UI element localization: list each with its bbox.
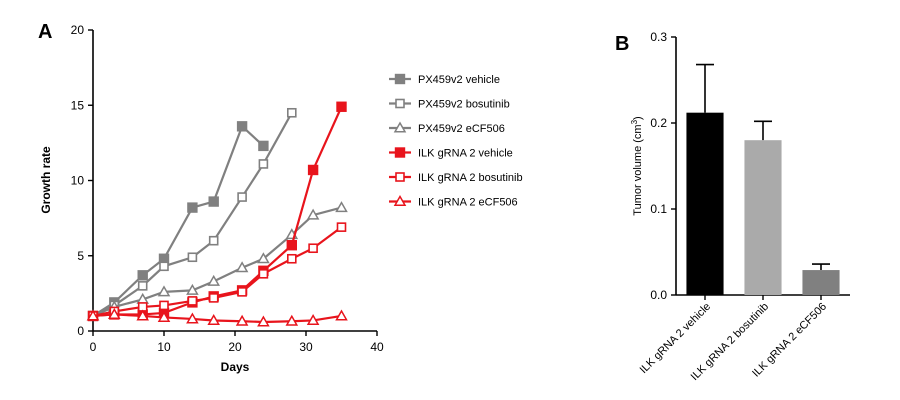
a-legend-item-6: ILK gRNA 2 eCF506: [389, 194, 518, 209]
panel-letter-a: A: [38, 21, 52, 43]
b-y-title: Tumor volume (cm3): [630, 116, 644, 215]
b-bar-group-2: [744, 120, 782, 295]
a-data-point: [258, 140, 269, 152]
a-data-point: [237, 192, 247, 202]
a-data-point: [208, 196, 219, 207]
b-y-tick-label: 0.1: [650, 202, 667, 216]
a-legend-marker: [393, 194, 407, 206]
a-legend-item-5: ILK gRNA 2 bosutinib: [389, 172, 523, 184]
a-data-point: [187, 252, 198, 263]
a-data-point: [157, 310, 171, 322]
a-data-point: [286, 253, 297, 264]
a-data-point: [108, 307, 121, 319]
b-y-title-main: Tumor volume (cm: [632, 124, 644, 215]
a-data-point: [235, 261, 249, 273]
panel-letter-b: B: [615, 33, 629, 55]
a-data-point: [236, 121, 248, 132]
a-data-point: [237, 287, 247, 297]
a-data-point: [137, 281, 148, 291]
a-legend-item-3: PX459v2 eCF506: [389, 121, 505, 135]
a-x-tick-label: 0: [90, 340, 97, 354]
a-y-tick-label: 5: [77, 249, 84, 263]
b-bar: [744, 140, 782, 295]
chart-a: 0 10 20 30 40 0 5 10 15 20 Days Growth rate PX459…: [39, 23, 523, 374]
a-data-point: [187, 296, 198, 306]
b-bar: [802, 270, 840, 295]
a-legend-marker: [395, 172, 405, 182]
a-legend-label: ILK gRNA 2 bosutinib: [418, 172, 523, 184]
b-bar: [686, 112, 724, 296]
a-data-point: [235, 314, 249, 326]
a-legend-item-1: PX459v2 vehicle: [389, 73, 500, 86]
chart-b: 0.0 0.1 0.2 0.3 Tumor volume (cm3) ILK gRNA…: [630, 30, 850, 383]
b-y-tick-label: 0.2: [650, 116, 667, 130]
a-data-point: [86, 309, 100, 321]
a-legend-marker: [395, 98, 405, 109]
a-y-tick-label: 15: [71, 98, 85, 112]
a-legend: PX459v2 vehicle PX459v2 bosutinib PX459v2 …: [389, 73, 523, 209]
a-x-tick-label: 20: [228, 340, 242, 354]
a-x-tick-label: 40: [370, 340, 384, 354]
a-data-point: [157, 285, 171, 297]
a-data-point: [257, 252, 270, 264]
b-y-tick-label: 0.0: [650, 288, 667, 302]
a-data-point: [307, 164, 319, 176]
b-bars-group: [686, 63, 840, 296]
a-legend-marker: [394, 73, 406, 85]
a-y-title: Growth rate: [39, 146, 53, 214]
a-data-point: [258, 159, 269, 169]
a-legend-label: PX459v2 vehicle: [418, 74, 500, 86]
a-data-point: [306, 313, 320, 325]
a-legend-label: ILK gRNA 2 vehicle: [418, 148, 513, 160]
a-data-point: [207, 313, 220, 325]
a-data-point: [257, 315, 270, 327]
a-legend-marker: [394, 147, 406, 158]
a-data-point: [335, 201, 348, 213]
a-data-point: [336, 101, 347, 112]
a-data-point: [285, 314, 299, 326]
b-ticks: 0.0 0.1 0.2 0.3: [650, 30, 822, 302]
a-series-group: [86, 101, 348, 327]
a-data-point: [258, 269, 269, 279]
b-bar-group-1: [686, 63, 724, 296]
a-data-point: [186, 283, 199, 295]
b-bar-group-3: [802, 263, 840, 295]
a-legend-item-4: ILK gRNA 2 vehicle: [389, 147, 513, 160]
b-y-title-sup: 3: [630, 119, 639, 124]
a-legend-label: PX459v2 eCF506: [418, 123, 505, 135]
a-data-point: [336, 222, 347, 232]
a-y-tick-label: 10: [71, 174, 85, 188]
a-data-point: [208, 293, 219, 303]
a-data-point: [208, 235, 219, 246]
b-y-title-end: ): [632, 116, 644, 120]
a-data-point: [286, 107, 297, 118]
a-ticks: 0 10 20 30 40 0 5 10 15 20: [71, 23, 384, 354]
a-data-point: [136, 309, 149, 321]
a-data-point: [187, 202, 198, 213]
a-series-6: [86, 307, 348, 327]
a-legend-label: PX459v2 bosutinib: [418, 99, 510, 111]
a-x-title: Days: [221, 360, 250, 374]
a-y-tick-label: 0: [77, 324, 84, 338]
a-legend-label: ILK gRNA 2 eCF506: [418, 197, 518, 209]
a-data-point: [159, 300, 169, 311]
a-data-point: [207, 274, 220, 286]
a-data-point: [159, 261, 169, 272]
a-legend-marker: [393, 121, 407, 133]
a-data-point: [137, 270, 148, 281]
a-data-point: [308, 243, 318, 254]
a-data-point: [286, 240, 297, 251]
a-series-4: [87, 101, 347, 322]
a-legend-item-2: PX459v2 bosutinib: [389, 99, 510, 111]
a-data-point: [306, 208, 320, 220]
a-x-tick-label: 10: [157, 340, 171, 354]
a-data-point: [335, 309, 348, 321]
a-y-tick-label: 20: [71, 23, 85, 37]
b-y-tick-label: 0.3: [650, 30, 667, 44]
a-x-tick-label: 30: [299, 340, 313, 354]
a-data-point: [186, 312, 199, 324]
